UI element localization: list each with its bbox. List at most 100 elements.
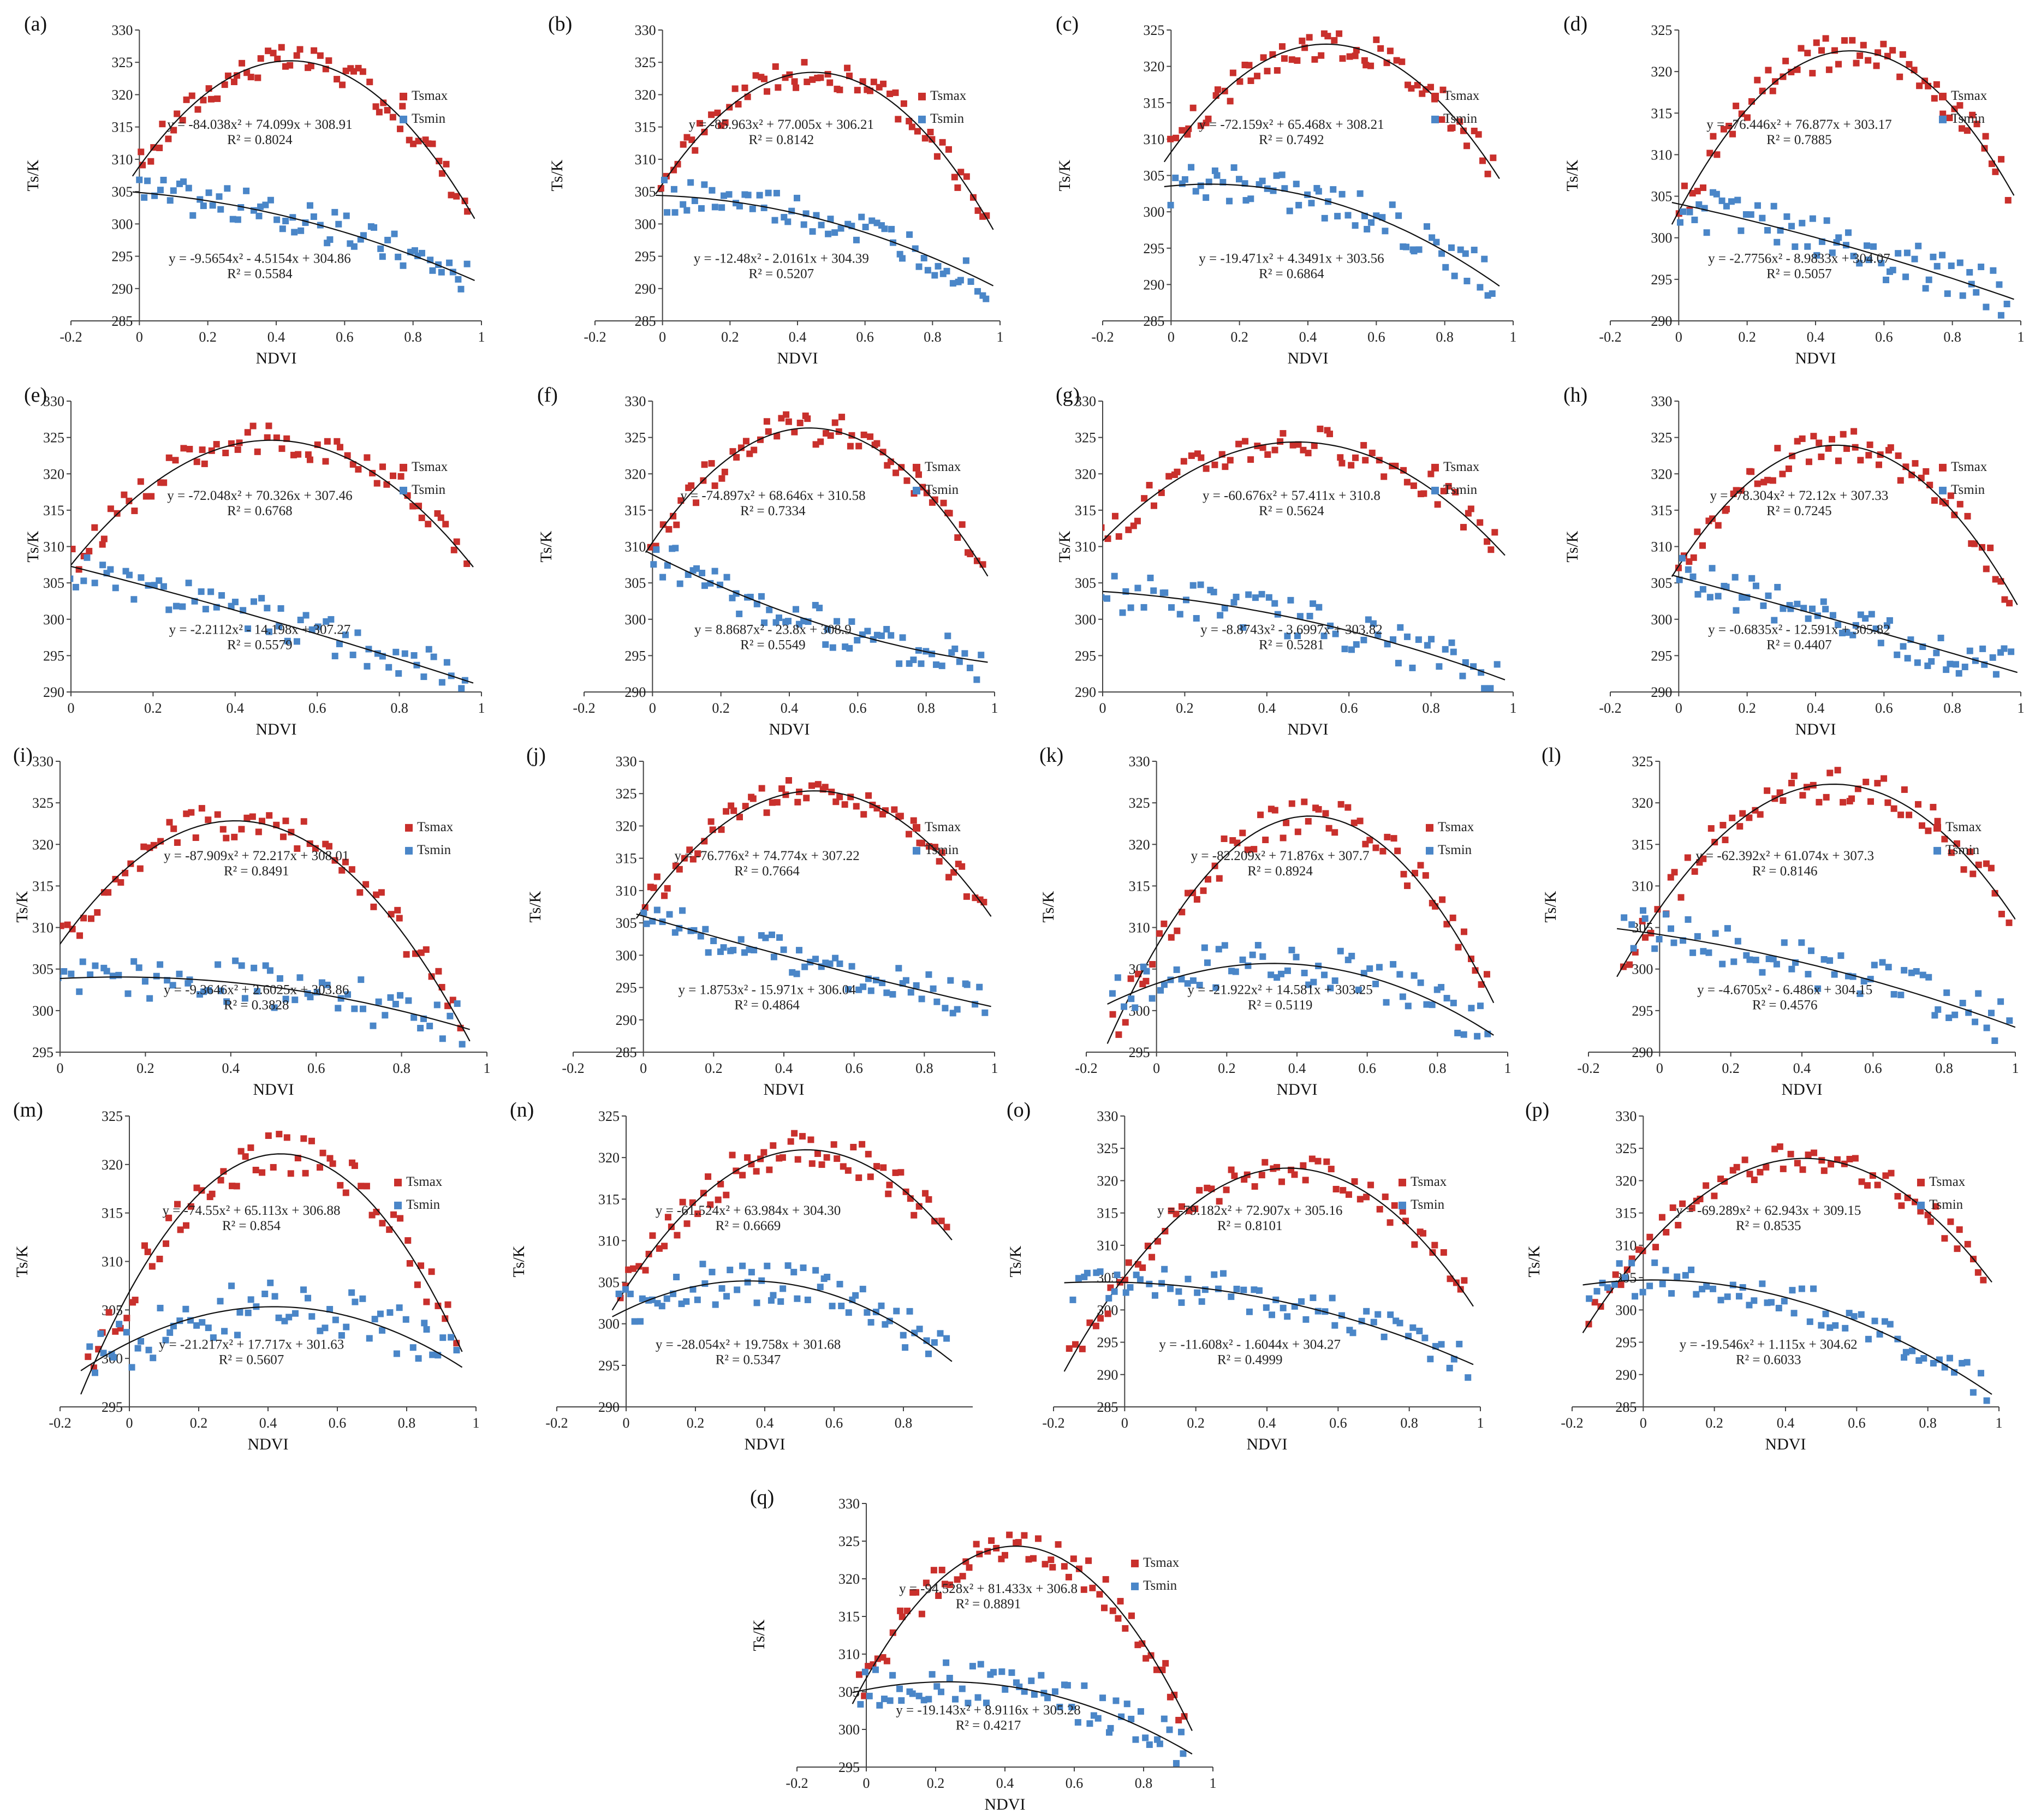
- data-point-tsmax: [107, 505, 114, 512]
- x-tick-label: -0.2: [584, 329, 606, 345]
- data-point-tsmax: [1723, 505, 1730, 512]
- data-point-tsmin: [275, 1314, 282, 1321]
- data-point-tsmax: [1139, 1640, 1146, 1647]
- data-point-tsmax: [1288, 800, 1295, 807]
- data-point-tsmin: [898, 1697, 905, 1704]
- legend-label-tsmax: Tsmax: [1951, 88, 1988, 103]
- x-tick-label: 0.2: [687, 1415, 705, 1431]
- data-point-tsmax: [954, 184, 961, 191]
- data-point-tsmin: [1051, 1688, 1058, 1695]
- data-point-tsmax: [1906, 811, 1913, 819]
- data-point-tsmax: [1487, 546, 1495, 553]
- x-tick-label: 0.6: [307, 1060, 325, 1076]
- y-tick-label: 305: [1143, 168, 1164, 184]
- data-point-tsmax: [177, 1226, 184, 1233]
- data-point-tsmin: [918, 995, 925, 1003]
- data-point-tsmax: [730, 807, 737, 814]
- data-point-tsmin: [1831, 971, 1838, 978]
- data-point-tsmin: [1694, 933, 1701, 940]
- data-point-tsmin: [1670, 939, 1677, 946]
- data-point-tsmin: [745, 192, 752, 199]
- x-tick-label: 0.4: [756, 1415, 774, 1431]
- y-tick-label: 310: [1651, 147, 1672, 163]
- data-point-tsmax: [1419, 1230, 1426, 1237]
- data-point-tsmin: [71, 575, 74, 582]
- legend-label-tsmax: Tsmax: [412, 88, 448, 103]
- data-point-tsmin: [761, 619, 768, 626]
- data-point-tsmin: [848, 963, 855, 970]
- x-tick-label: 0.6: [336, 329, 354, 345]
- data-point-tsmin: [701, 181, 708, 188]
- fit-equation-tsmax: y = -61.524x² + 63.984x + 304.30: [656, 1203, 841, 1218]
- data-point-tsmax: [174, 110, 181, 117]
- x-tick-label: 0: [1640, 1415, 1647, 1431]
- data-point-tsmax: [897, 1169, 905, 1176]
- data-point-tsmax: [244, 429, 251, 436]
- data-point-tsmin: [1298, 1298, 1305, 1305]
- data-point-tsmin: [898, 255, 906, 262]
- x-tick-label: 0.6: [329, 1415, 347, 1431]
- data-point-tsmax: [1228, 1166, 1235, 1173]
- data-point-tsmin: [1990, 267, 1997, 274]
- fit-curve-tsmin: [60, 976, 471, 1030]
- data-point-tsmin: [1829, 249, 1836, 256]
- data-point-tsmin: [766, 606, 773, 613]
- data-point-tsmin: [1789, 1287, 1796, 1294]
- data-point-tsmin: [1790, 1310, 1798, 1317]
- series-tsmin: [1103, 572, 1506, 692]
- data-point-tsmin: [1247, 195, 1254, 202]
- y-tick-label: 320: [43, 466, 64, 482]
- data-point-tsmin: [420, 673, 427, 681]
- data-point-tsmax: [659, 521, 667, 528]
- data-point-tsmax: [270, 1163, 277, 1171]
- panel-label: (j): [526, 744, 546, 767]
- y-tick-label: 300: [838, 1722, 860, 1738]
- data-point-tsmax: [160, 479, 168, 486]
- data-point-tsmin: [1879, 959, 1886, 966]
- data-point-tsmin: [615, 1290, 622, 1297]
- data-point-tsmin: [1167, 1285, 1174, 1292]
- data-point-tsmin: [906, 1308, 913, 1315]
- y-tick-label: 325: [635, 55, 656, 70]
- data-point-tsmin: [844, 986, 852, 993]
- y-tick-label: 310: [32, 920, 53, 936]
- data-point-tsmin: [198, 588, 205, 595]
- data-point-tsmax: [664, 885, 671, 892]
- data-point-tsmax: [1055, 1541, 1062, 1548]
- data-point-tsmin: [1167, 201, 1174, 208]
- data-point-tsmin: [1212, 984, 1219, 991]
- y-tick-label: 320: [1615, 1173, 1637, 1189]
- data-point-tsmax: [1710, 133, 1717, 140]
- data-point-tsmax: [205, 816, 212, 824]
- data-point-tsmax: [247, 74, 254, 81]
- data-point-tsmax: [853, 803, 860, 810]
- data-point-tsmin: [1894, 651, 1901, 658]
- data-point-tsmin: [1296, 613, 1304, 620]
- data-point-tsmax: [406, 1260, 413, 1267]
- data-point-tsmin: [998, 1668, 1005, 1675]
- x-tick-label: 1: [484, 1060, 491, 1076]
- data-point-tsmin: [937, 1330, 944, 1337]
- data-point-tsmax: [824, 71, 831, 78]
- data-point-tsmin: [160, 583, 167, 590]
- data-point-tsmin: [1217, 612, 1224, 619]
- fit-curve-tsmin: [1103, 590, 1506, 681]
- legend-swatch-tsmax: [1917, 1178, 1925, 1186]
- data-point-tsmax: [1167, 135, 1174, 142]
- data-point-tsmin: [180, 178, 187, 185]
- data-point-tsmin: [935, 262, 942, 270]
- y-tick-label: 315: [838, 1609, 860, 1625]
- data-point-tsmax: [1236, 78, 1243, 85]
- data-point-tsmax: [1818, 453, 1825, 461]
- data-point-tsmin: [661, 176, 668, 183]
- x-tick-label: 1: [2012, 1060, 2019, 1076]
- fit-equation-tsmin: y = -0.6835x² - 12.591x + 305.82: [1708, 622, 1890, 637]
- data-point-tsmin: [241, 995, 248, 1002]
- data-point-tsmin: [1680, 208, 1687, 215]
- data-point-tsmin: [145, 1346, 152, 1353]
- data-point-tsmin: [1904, 655, 1911, 662]
- data-point-tsmin: [1268, 971, 1275, 978]
- data-point-tsmax: [423, 946, 430, 953]
